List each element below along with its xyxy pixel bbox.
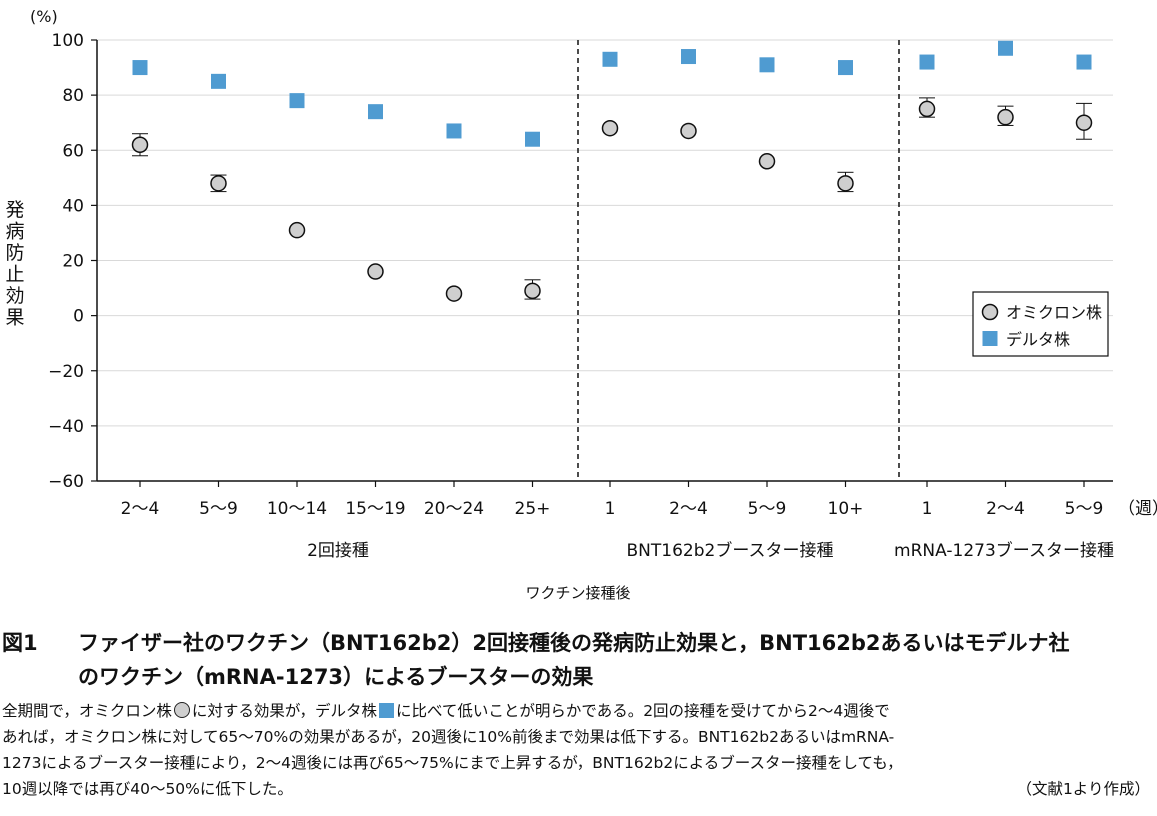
delta-point <box>838 60 853 76</box>
delta-point <box>602 51 618 67</box>
delta-point <box>368 104 383 120</box>
y-axis-label-char: 止 <box>5 264 24 286</box>
omicron-point <box>210 175 227 192</box>
x-tick-label: 15〜19 <box>345 499 405 519</box>
omicron-point <box>997 108 1014 126</box>
omicron-point <box>1075 114 1093 131</box>
y-unit-label: (%) <box>30 7 58 26</box>
y-tick-label: 0 <box>73 307 84 327</box>
y-tick-label: 40 <box>62 196 84 216</box>
x-tick-label: 1 <box>922 499 933 519</box>
description-text-1a: 全期間で，オミクロン株 <box>2 702 172 720</box>
x-unit-label: （週） <box>1118 499 1157 519</box>
y-axis-label-char: 果 <box>5 307 24 329</box>
x-tick-label: 1 <box>605 499 616 519</box>
delta-point <box>919 54 935 70</box>
delta-point <box>289 93 305 109</box>
legend-omicron-label: オミクロン株 <box>1006 303 1102 322</box>
omicron-point <box>918 100 936 118</box>
omicron-point <box>288 221 306 239</box>
x-tick-label: 25+ <box>515 499 551 519</box>
description-line-3: 1273によるブースター接種により，2〜4週後には再び65〜75%にまで上昇する… <box>2 754 903 772</box>
figure-number: 図1 <box>2 631 38 655</box>
delta-point <box>1076 54 1092 70</box>
delta-point <box>132 60 148 76</box>
x-tick-label: 5〜9 <box>748 499 787 519</box>
legend-omicron-marker <box>981 303 999 321</box>
omicron-point <box>758 153 776 170</box>
delta-point <box>525 131 540 147</box>
x-tick-label: 10+ <box>828 499 864 519</box>
y-axis-label-char: 防 <box>5 242 24 264</box>
group-label: BNT162b2ブースター接種 <box>627 540 834 561</box>
delta-point <box>446 123 462 139</box>
delta-square-icon <box>378 703 394 718</box>
x-tick-label: 2〜4 <box>669 499 708 519</box>
y-tick-label: 100 <box>52 31 84 51</box>
omicron-circle-icon <box>173 702 190 718</box>
omicron-point <box>680 122 697 140</box>
y-tick-label: 20 <box>62 252 84 272</box>
x-tick-label: 2〜4 <box>986 499 1025 519</box>
delta-point <box>681 49 696 65</box>
delta-point <box>759 57 775 73</box>
group-label: 2回接種 <box>307 541 369 561</box>
omicron-point <box>367 263 384 280</box>
y-tick-label: 80 <box>62 86 84 106</box>
x-tick-label: 5〜9 <box>1065 499 1104 519</box>
y-tick-label: −40 <box>48 417 84 437</box>
y-tick-label: 60 <box>62 141 84 161</box>
source-note: （文献1より作成） <box>1016 780 1150 798</box>
legend-delta-label: デルタ株 <box>1006 330 1070 349</box>
x-axis-title: ワクチン接種後 <box>525 584 630 602</box>
y-tick-label: −20 <box>48 362 84 382</box>
description-line-2: あれば，オミクロン株に対して65〜70%の効果があるが，20週後に10%前後まで… <box>2 728 895 746</box>
figure-title-line-1: ファイザー社のワクチン（BNT162b2）2回接種後の発病防止効果と，BNT16… <box>78 631 1070 655</box>
x-tick-label: 10〜14 <box>267 499 327 519</box>
efficacy-chart: 100 80 60 40 20 0 −20 −40 −60 (%) 発病防止効果 2〜4 5〜9 10〜1… <box>5 7 1157 602</box>
description-text-1c: に比べて低いことが明らかである。2回の接種を受けてから2〜4週後で <box>395 702 890 720</box>
y-tick-label: −60 <box>48 472 84 492</box>
figure-title-line-2: のワクチン（mRNA-1273）によるブースターの効果 <box>78 665 594 689</box>
omicron-point <box>131 136 149 153</box>
legend-delta-marker <box>982 331 998 346</box>
x-tick-label: 20〜24 <box>424 499 484 519</box>
description-line-1: 全期間で，オミクロン株 に対する効果が，デルタ株 に比べて低いことが明らかである。2… <box>2 698 890 724</box>
x-tick-label: 5〜9 <box>199 499 238 519</box>
omicron-point <box>601 119 619 137</box>
delta-point <box>211 73 226 89</box>
y-axis-label-char: 病 <box>5 221 24 243</box>
omicron-point <box>445 285 463 302</box>
y-axis-label-char: 効 <box>5 285 24 307</box>
omicron-point <box>837 175 854 192</box>
y-axis-label-char: 発 <box>5 199 24 221</box>
x-tick-label: 2〜4 <box>121 499 160 519</box>
omicron-point <box>524 282 541 300</box>
description-line-4: 10週以降では再び40〜50%に低下した。 <box>2 780 293 798</box>
description-text-1b: に対する効果が，デルタ株 <box>191 702 377 720</box>
delta-point <box>998 40 1013 56</box>
group-label: mRNA-1273ブースター接種 <box>894 540 1114 561</box>
